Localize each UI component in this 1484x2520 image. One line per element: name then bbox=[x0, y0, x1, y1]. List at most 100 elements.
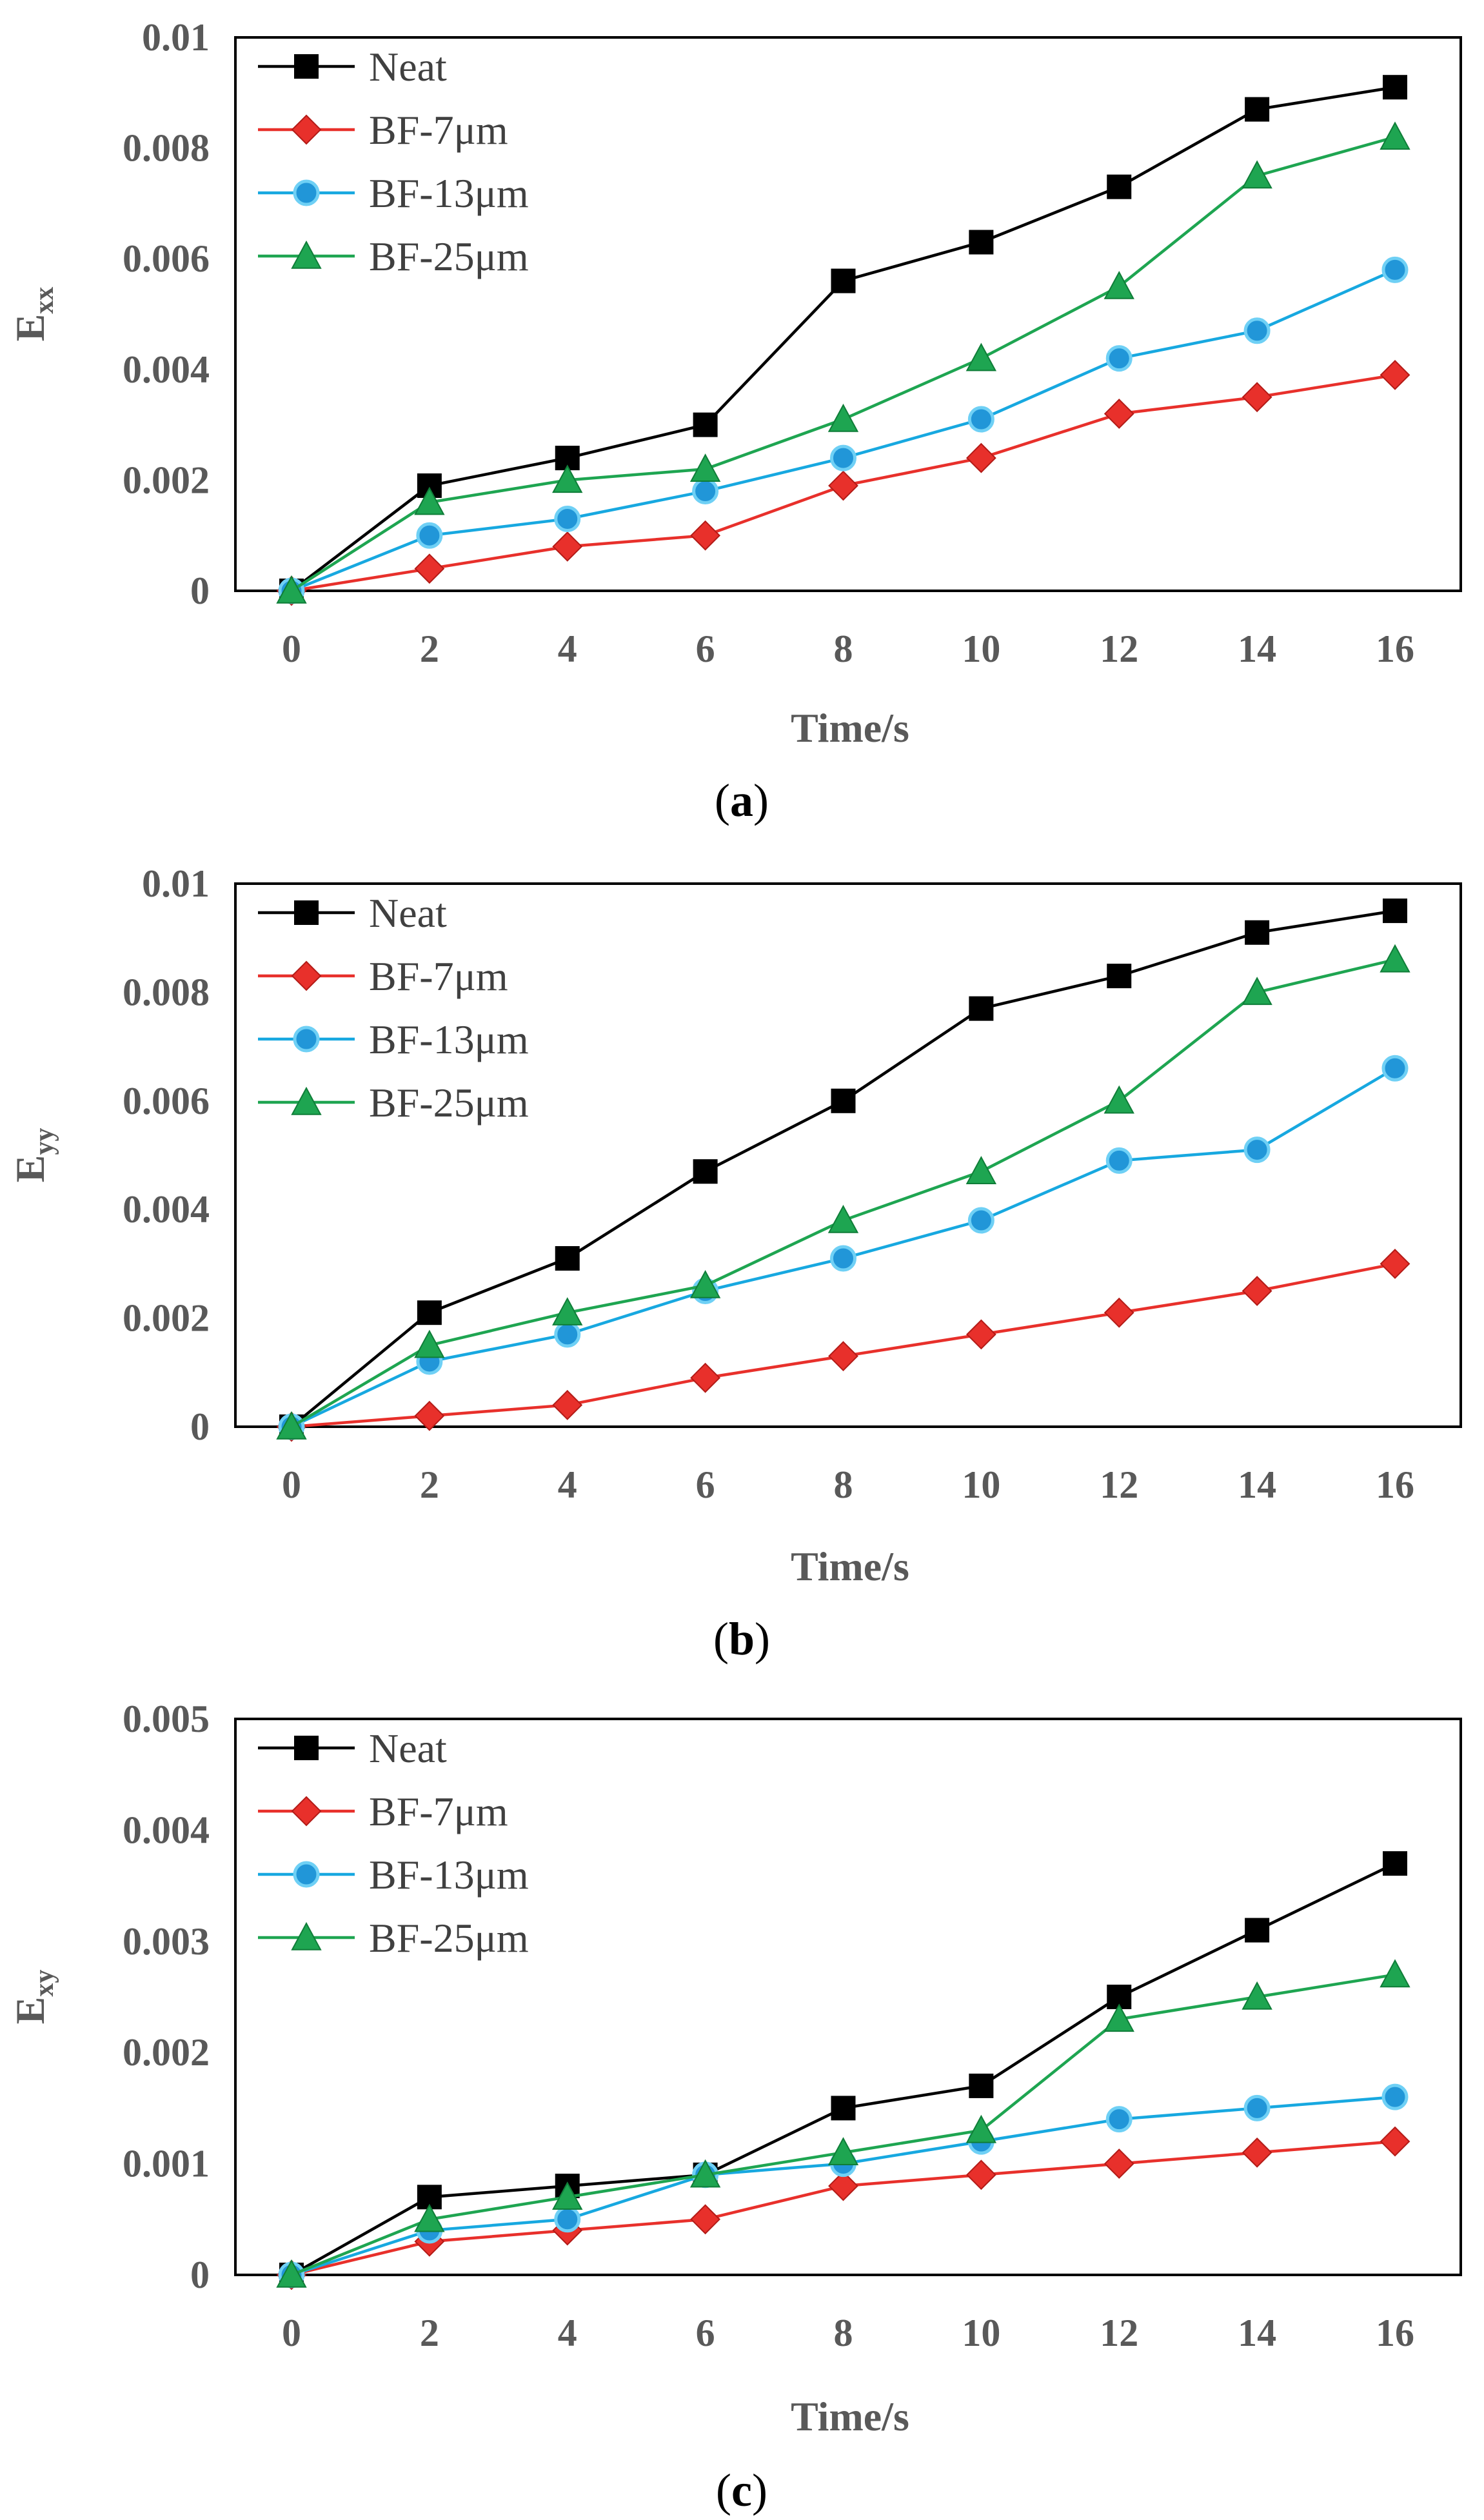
y-axis-label-subscript: xy bbox=[30, 1970, 59, 1997]
data-point bbox=[1105, 345, 1133, 372]
data-point bbox=[1245, 97, 1270, 122]
series-BF-25μm bbox=[276, 944, 1410, 1440]
data-point bbox=[1103, 270, 1134, 299]
data-point bbox=[969, 2073, 994, 2098]
x-tick-label: 2 bbox=[420, 628, 439, 670]
y-tick-label: 0.004 bbox=[123, 348, 210, 391]
y-tick-label: 0 bbox=[190, 2254, 210, 2296]
x-tick-label: 16 bbox=[1376, 628, 1414, 670]
data-point bbox=[276, 1411, 307, 1440]
legend-label: BF-25μm bbox=[369, 1915, 529, 1961]
data-point bbox=[828, 1341, 858, 1371]
legend-marker bbox=[291, 240, 322, 269]
data-point bbox=[969, 996, 994, 1021]
data-point bbox=[965, 2159, 996, 2190]
legend-marker bbox=[294, 900, 319, 925]
x-tick-label: 6 bbox=[696, 628, 715, 670]
y-tick-label: 0.006 bbox=[123, 237, 210, 280]
data-point bbox=[690, 2204, 721, 2235]
data-point bbox=[831, 1088, 856, 1113]
legend-label: BF-7μm bbox=[369, 953, 508, 999]
y-axis-label: Eyy bbox=[7, 1128, 59, 1183]
chart-panel-b: 0 0.002 0.004 0.006 0.008 0.01 0 2 4 6 8 10 12 14 16 Ey… bbox=[7, 862, 1462, 1665]
y-axis-label-main: E bbox=[7, 1155, 53, 1183]
x-tick-label: 8 bbox=[834, 2312, 853, 2354]
caption-paren-open: ( bbox=[715, 775, 730, 826]
data-point bbox=[1103, 1297, 1134, 1328]
legend-marker bbox=[294, 1736, 319, 1760]
legend-label: BF-13μm bbox=[369, 1852, 529, 1898]
x-tick-label: 2 bbox=[420, 2312, 439, 2354]
data-point bbox=[414, 486, 445, 515]
data-point bbox=[1242, 977, 1272, 1006]
y-axis-label-main: E bbox=[7, 314, 53, 342]
data-point bbox=[965, 2114, 997, 2143]
data-point bbox=[1380, 121, 1410, 150]
data-point bbox=[1243, 1136, 1271, 1164]
data-point bbox=[831, 2096, 856, 2121]
y-tick-label: 0 bbox=[190, 570, 210, 612]
x-tick-label: 12 bbox=[1100, 628, 1138, 670]
data-point bbox=[827, 2137, 859, 2166]
data-point bbox=[1381, 2083, 1409, 2110]
data-point bbox=[689, 453, 721, 482]
data-point bbox=[417, 1300, 442, 1325]
x-tick-label: 0 bbox=[282, 1463, 301, 1506]
x-axis-label: Time/s bbox=[791, 1543, 909, 1589]
legend-entry: BF-7μm bbox=[258, 953, 508, 999]
y-tick-label: 0.01 bbox=[142, 862, 210, 905]
data-point bbox=[827, 1204, 859, 1233]
data-point bbox=[1105, 2106, 1133, 2133]
legend-label: BF-25μm bbox=[369, 233, 529, 279]
x-tick-label: 8 bbox=[834, 1463, 853, 1506]
x-tick-label: 14 bbox=[1238, 628, 1276, 670]
data-point bbox=[830, 444, 856, 471]
data-point bbox=[831, 268, 856, 293]
y-tick-label: 0.002 bbox=[123, 1297, 210, 1340]
caption-paren-close: ) bbox=[752, 2465, 767, 2516]
data-point bbox=[1242, 382, 1272, 413]
data-point bbox=[967, 1207, 994, 1234]
data-point bbox=[554, 505, 581, 532]
y-tick-label: 0.008 bbox=[123, 127, 210, 170]
panel-caption: (b) bbox=[713, 1613, 770, 1665]
data-point bbox=[554, 1321, 581, 1348]
x-tick-label: 10 bbox=[962, 1463, 1000, 1506]
data-point bbox=[1383, 1851, 1407, 1876]
legend-marker bbox=[291, 1796, 322, 1827]
data-point bbox=[554, 2206, 581, 2233]
y-tick-label: 0.008 bbox=[123, 971, 210, 1013]
y-axis-label-main: E bbox=[7, 1997, 53, 2025]
legend-label: BF-13μm bbox=[369, 170, 529, 216]
plot-frame bbox=[234, 882, 1462, 1428]
data-point bbox=[1243, 2094, 1271, 2121]
y-tick-label: 0.004 bbox=[123, 1809, 210, 1851]
data-point bbox=[414, 553, 445, 584]
data-point bbox=[1383, 898, 1407, 924]
y-tick-label: 0.006 bbox=[123, 1080, 210, 1122]
data-point bbox=[828, 2170, 858, 2201]
data-point bbox=[1245, 920, 1270, 945]
caption-paren-close: ) bbox=[753, 775, 769, 826]
chart-panel-a: 0 0.002 0.004 0.006 0.008 0.01 0 2 4 6 8 10 12 14 16 Ex… bbox=[7, 16, 1462, 826]
x-tick-label: 14 bbox=[1238, 2312, 1276, 2354]
legend-label: BF-13μm bbox=[369, 1017, 529, 1062]
legend-entry: Neat bbox=[258, 44, 447, 90]
data-point bbox=[1380, 1959, 1410, 1988]
x-tick-label: 16 bbox=[1376, 2312, 1414, 2354]
x-tick-label: 12 bbox=[1100, 2312, 1138, 2354]
data-point bbox=[690, 520, 721, 551]
data-point bbox=[965, 1156, 997, 1184]
data-point bbox=[552, 2181, 583, 2210]
y-tick-label: 0 bbox=[190, 1405, 210, 1448]
data-point bbox=[555, 1245, 580, 1271]
data-point bbox=[1380, 1248, 1410, 1279]
x-tick-label: 4 bbox=[558, 628, 577, 670]
data-point bbox=[692, 478, 719, 505]
series-BF-25μm bbox=[276, 1959, 1410, 2288]
legend-label: BF-7μm bbox=[369, 107, 508, 153]
data-point bbox=[969, 230, 994, 255]
x-tick-label: 4 bbox=[558, 2312, 577, 2354]
legend-marker bbox=[293, 1861, 320, 1888]
